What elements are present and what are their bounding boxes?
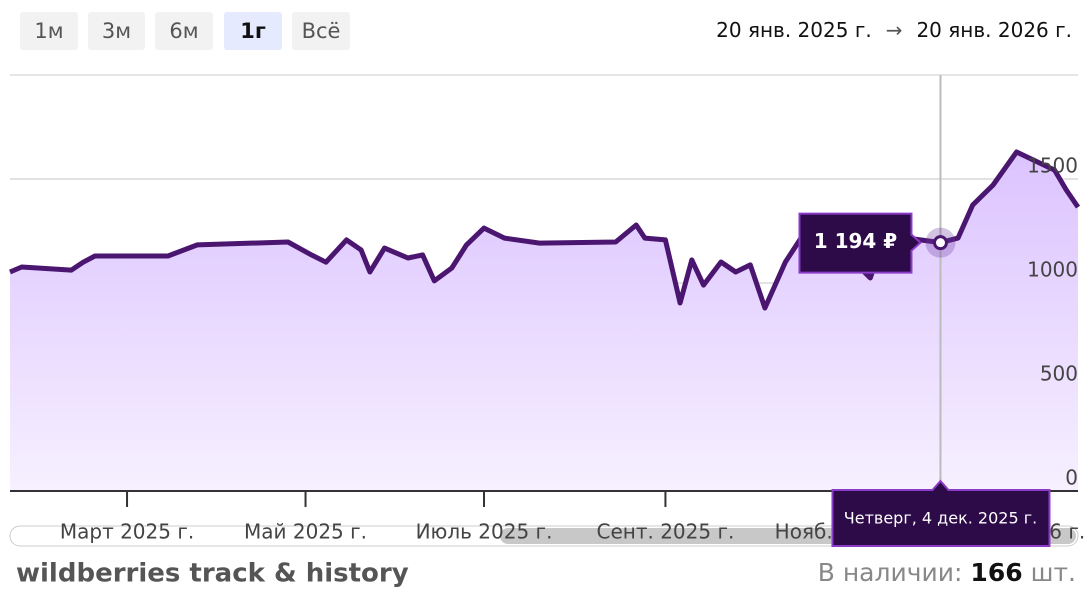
button-label: 3м (102, 19, 131, 43)
x-tick-label: Сент. 2025 г. (597, 520, 735, 544)
range-button[interactable]: Всё (292, 12, 350, 50)
button-label: Всё (302, 19, 341, 43)
date-tooltip-box (831, 479, 1051, 547)
y-tick-label: 0 (1065, 466, 1078, 490)
date-range-from: 20 янв. 2025 г. (716, 18, 872, 42)
date-range: 20 янв. 2025 г. → 20 янв. 2026 г. (716, 18, 1072, 42)
button-label: 6м (169, 19, 198, 43)
button-bg (224, 12, 282, 50)
x-tick-label: Июль 2025 г. (416, 520, 553, 544)
date-tooltip: Четверг, 4 дек. 2025 г. (844, 509, 1037, 528)
stock: В наличии: 166 шт. (818, 558, 1076, 587)
y-tick-label: 1000 (1027, 258, 1078, 282)
stock-label: В наличии: (818, 558, 963, 587)
x-tick-label: Май 2025 г. (244, 520, 367, 544)
stock-value: 166 (970, 558, 1022, 587)
range-button[interactable]: 1г (224, 12, 282, 50)
button-bg (155, 12, 213, 50)
y-tick-label: 1500 (1027, 154, 1078, 178)
area (10, 152, 1078, 491)
hover-point (932, 235, 948, 251)
y-tick-label: 500 (1040, 362, 1078, 386)
stock-unit: шт. (1031, 558, 1076, 587)
date-range-arrow: → (886, 18, 903, 42)
brand: wildberries track & history (16, 559, 409, 589)
button-bg (20, 12, 78, 50)
range-button[interactable]: 6м (155, 12, 213, 50)
button-bg (292, 12, 350, 50)
value-tooltip: 1 194 ₽ (814, 229, 898, 253)
button-label: 1г (240, 19, 266, 43)
date-range-to: 20 янв. 2026 г. (916, 18, 1072, 42)
x-tick-label: Март 2025 г. (60, 520, 194, 544)
button-bg (88, 12, 145, 50)
range-button[interactable]: 1м (20, 12, 78, 50)
button-label: 1м (34, 19, 63, 43)
value-tooltip-box (798, 212, 922, 274)
range-button[interactable]: 3м (88, 12, 145, 50)
